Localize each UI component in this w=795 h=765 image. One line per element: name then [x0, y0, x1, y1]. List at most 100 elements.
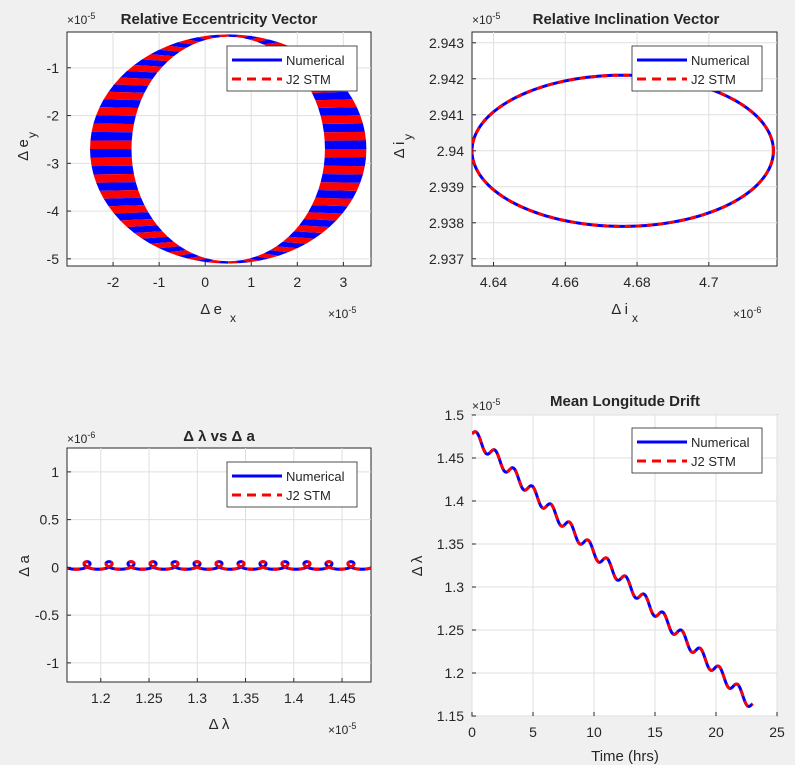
eccentricity-numerical-band	[91, 165, 134, 175]
eccentricity-stm-band	[256, 253, 279, 259]
lambda-vs-a-legend[interactable]: Numerical J2 STM	[226, 461, 358, 508]
inclination-ytick-label: 2.939	[429, 179, 464, 195]
inclination-ylabel-group: Δ i y	[391, 134, 415, 158]
longitude-drift-series-group	[472, 430, 754, 708]
eccentricity-stm-band	[270, 246, 298, 253]
lambda-vs-a-series-j2-stm	[67, 560, 371, 571]
eccentricity-stm-band	[93, 173, 136, 183]
eccentricity-numerical-band	[263, 250, 289, 256]
lambda-vs-a-y-exponent: ×10-6	[67, 430, 95, 446]
longitude-drift-ytick-label: 1.3	[445, 579, 465, 595]
eccentricity-ytick-label: -3	[47, 155, 60, 171]
eccentricity-numerical-band	[276, 241, 307, 249]
eccentricity-numerical-band	[126, 225, 163, 234]
longitude-drift-legend[interactable]: Numerical J2 STM	[631, 427, 763, 474]
inclination-ytick-label: 2.938	[429, 215, 464, 231]
lambda-vs-a-ylabel: Δ a	[16, 554, 33, 576]
eccentricity-stm-band	[134, 231, 168, 239]
eccentricity-numerical-band	[207, 34, 221, 39]
lambda-vs-a-xtick-label: 1.35	[232, 690, 259, 706]
longitude-drift-subplot: 0 5 10 15 20 25 1.151.21.251.31.351.41.451.5 …	[409, 393, 785, 765]
eccentricity-numerical-band	[308, 205, 348, 214]
longitude-drift-xticks: 0 5 10 15 20 25	[468, 712, 785, 740]
eccentricity-numerical-band	[96, 182, 139, 191]
eccentricity-xtick-label: 3	[339, 274, 347, 290]
eccentricity-numerical-band	[217, 260, 229, 264]
lambda-vs-a-legend-stm-label: J2 STM	[286, 488, 331, 503]
eccentricity-xtick-label: 0	[201, 274, 209, 290]
inclination-yticks: 2.937 2.938 2.939 2.94 2.941 2.942 2.943	[429, 35, 476, 267]
eccentricity-ylabel-subscript: y	[25, 132, 39, 138]
lambda-vs-a-ytick-label: 0.5	[40, 512, 60, 528]
eccentricity-yticks: -5 -4 -3 -2 -1	[47, 60, 71, 267]
eccentricity-numerical-band	[177, 253, 200, 259]
inclination-legend-stm-label: J2 STM	[691, 72, 736, 87]
eccentricity-xtick-label: 2	[293, 274, 301, 290]
lambda-vs-a-ytick-label: -0.5	[35, 607, 59, 623]
eccentricity-stm-band	[207, 259, 221, 264]
eccentricity-stm-band	[323, 131, 367, 141]
eccentricity-stm-band	[228, 260, 239, 264]
longitude-drift-xtick-label: 0	[468, 724, 476, 740]
lambda-vs-a-xticks: 1.2 1.25 1.3 1.35 1.4 1.45	[91, 678, 356, 706]
inclination-ytick-label: 2.937	[429, 251, 464, 267]
lambda-vs-a-title: Δ λ vs Δ a	[183, 428, 255, 445]
eccentricity-x-exponent: ×10-5	[328, 305, 356, 321]
longitude-drift-xtick-label: 25	[769, 724, 785, 740]
longitude-drift-legend-stm-label: J2 STM	[691, 454, 736, 469]
longitude-drift-xtick-label: 10	[586, 724, 602, 740]
eccentricity-numerical-band	[318, 107, 361, 116]
longitude-drift-legend-box	[631, 427, 763, 474]
inclination-ylabel: Δ i	[391, 142, 408, 159]
eccentricity-numerical-band	[142, 236, 174, 244]
eccentricity-xtick-label: 1	[247, 274, 255, 290]
eccentricity-numerical-band	[324, 140, 367, 149]
eccentricity-legend[interactable]: Numerical J2 STM	[226, 45, 358, 92]
eccentricity-numerical-band	[108, 84, 149, 93]
eccentricity-y-exponent: ×10-5	[67, 11, 95, 27]
eccentricity-stm-band	[320, 115, 363, 125]
longitude-drift-ytick-label: 1.25	[437, 622, 464, 638]
eccentricity-xtick-label: -2	[107, 274, 120, 290]
longitude-drift-ytick-label: 1.45	[437, 450, 464, 466]
eccentricity-numerical-band	[134, 59, 168, 67]
longitude-drift-y-exponent: ×10-5	[472, 397, 500, 413]
eccentricity-stm-band	[91, 123, 134, 133]
eccentricity-stm-band	[142, 54, 174, 62]
longitude-drift-ylabel: Δ λ	[409, 555, 426, 576]
longitude-drift-xlabel: Time (hrs)	[591, 748, 659, 765]
eccentricity-numerical-band	[99, 99, 142, 108]
inclination-ytick-label: 2.941	[429, 107, 464, 123]
longitude-drift-ytick-label: 1.15	[437, 708, 464, 724]
lambda-vs-a-legend-box	[226, 461, 358, 508]
eccentricity-series-group	[90, 34, 367, 264]
eccentricity-stm-band	[90, 140, 132, 149]
eccentricity-stm-band	[322, 165, 365, 175]
longitude-drift-ytick-label: 1.5	[445, 407, 465, 423]
inclination-subplot: 4.64 4.66 4.68 4.7 2.937 2.938 2.939 2.94 2.941…	[391, 11, 778, 325]
eccentricity-stm-band	[168, 250, 193, 256]
lambda-vs-a-yticks: -1 -0.5 0 0.5 1	[35, 464, 71, 671]
lambda-vs-a-xtick-label: 1.4	[284, 690, 304, 706]
eccentricity-ytick-label: -1	[47, 60, 60, 76]
longitude-drift-yticks: 1.15 1.2 1.25 1.3 1.35 1.4 1.45 1.5	[437, 407, 476, 724]
lambda-vs-a-xtick-label: 1.25	[135, 690, 162, 706]
eccentricity-ytick-label: -4	[47, 203, 60, 219]
eccentricity-stm-band	[120, 218, 158, 227]
eccentricity-ylabel: Δ e	[15, 139, 32, 161]
lambda-vs-a-legend-numerical-label: Numerical	[286, 469, 345, 484]
lambda-vs-a-series-group	[67, 560, 371, 571]
eccentricity-numerical-band	[228, 34, 239, 38]
inclination-y-exponent: ×10-5	[472, 11, 500, 27]
eccentricity-stm-band	[159, 45, 187, 52]
eccentricity-xlabel: Δ e	[200, 301, 222, 318]
lambda-vs-a-xtick-label: 1.2	[91, 690, 111, 706]
lambda-vs-a-xtick-label: 1.3	[188, 690, 208, 706]
inclination-ylabel-subscript: y	[401, 134, 415, 140]
eccentricity-numerical-band	[168, 42, 193, 48]
inclination-legend[interactable]: Numerical J2 STM	[631, 45, 763, 92]
eccentricity-numerical-band	[150, 49, 180, 57]
longitude-drift-ytick-label: 1.4	[445, 493, 465, 509]
eccentricity-stm-band	[99, 190, 142, 199]
eccentricity-numerical-band	[120, 71, 158, 80]
